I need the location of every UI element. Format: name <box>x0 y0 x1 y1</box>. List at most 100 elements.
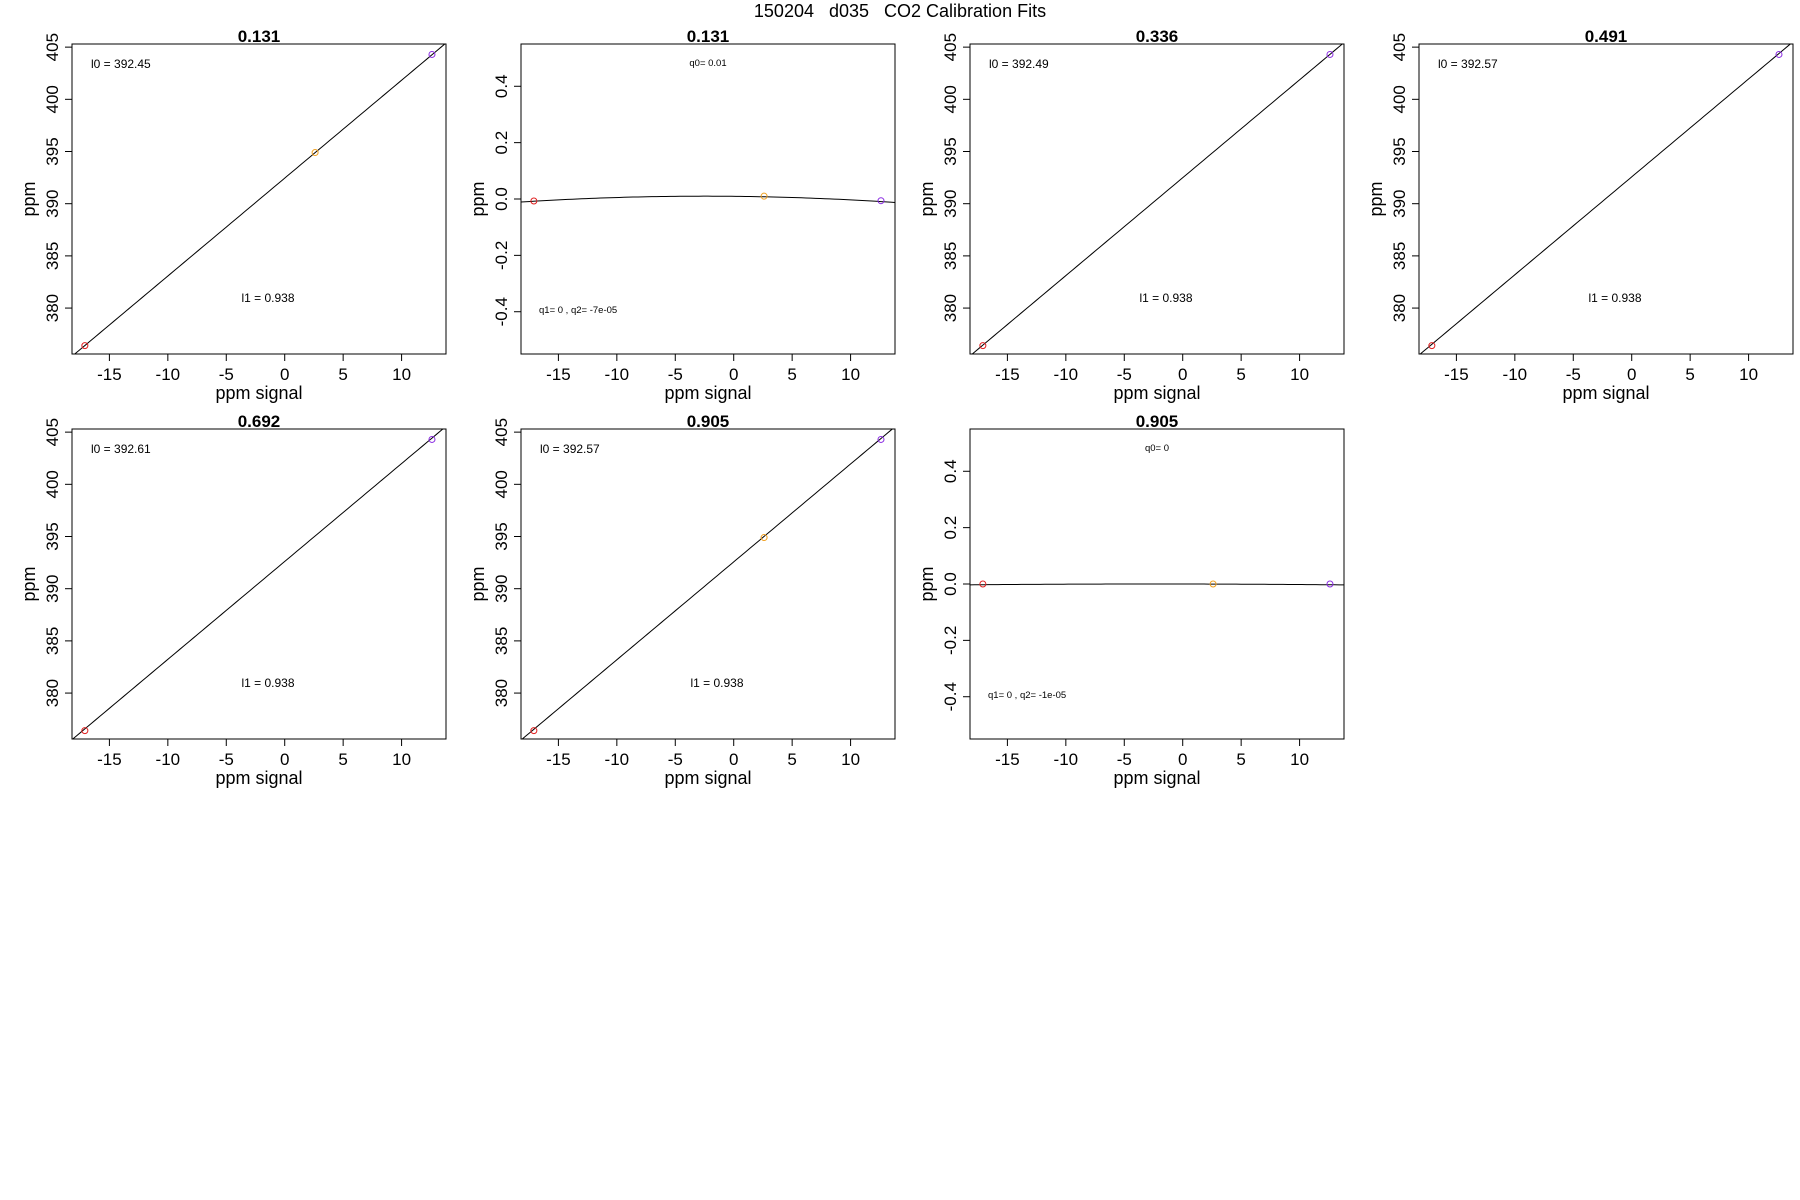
x-tick-label: -10 <box>1054 750 1079 769</box>
y-axis-title: ppm <box>19 181 39 216</box>
x-tick-label: 0 <box>1178 365 1187 384</box>
fit-line <box>521 429 894 739</box>
y-tick-label: 385 <box>1390 242 1409 270</box>
x-tick-label: -5 <box>219 365 234 384</box>
data-point <box>877 435 885 443</box>
data-point <box>1326 50 1334 58</box>
intercept-annotation: l0 = 392.45 <box>91 57 151 71</box>
y-tick-label: 400 <box>492 470 511 498</box>
y-axis-title: ppm <box>917 181 937 216</box>
y-tick-label: 0.4 <box>492 74 511 98</box>
y-tick-label: 380 <box>43 294 62 322</box>
y-tick-label: 400 <box>43 85 62 113</box>
y-tick-label: 0.0 <box>941 572 960 596</box>
y-tick-label: -0.4 <box>941 682 960 711</box>
data-point <box>81 342 89 350</box>
x-tick-label: 10 <box>841 750 860 769</box>
y-tick-label: 390 <box>492 575 511 603</box>
slope-annotation: l1 = 0.938 <box>241 291 294 305</box>
x-tick-label: -15 <box>995 365 1020 384</box>
y-tick-label: 385 <box>492 627 511 655</box>
y-tick-label: 390 <box>43 575 62 603</box>
x-tick-label: -15 <box>1444 365 1469 384</box>
y-tick-label: 400 <box>941 85 960 113</box>
y-tick-label: 380 <box>492 679 511 707</box>
fit-line <box>970 583 1344 586</box>
x-tick-label: -10 <box>1503 365 1528 384</box>
x-axis-title: ppm signal <box>215 383 302 403</box>
y-tick-label: 405 <box>1390 33 1409 61</box>
x-tick-label: 5 <box>1685 365 1694 384</box>
x-axis-title: ppm signal <box>1562 383 1649 403</box>
x-tick-label: -5 <box>668 750 683 769</box>
data-point <box>530 197 538 205</box>
y-axis-title: ppm <box>19 566 39 601</box>
plot-box <box>1418 43 1794 355</box>
q1-q2-annotation: q1= 0 , q2= -1e-05 <box>988 690 1066 701</box>
x-tick-label: -5 <box>219 750 234 769</box>
fit-line <box>73 44 446 354</box>
fit-line <box>521 195 895 203</box>
chart-panel: 0.692 -15 -10 -5 0 5 10 380 385 390 395 400 405 ppm s… <box>19 412 447 788</box>
chart-panel: 0.491 -15 -10 -5 0 5 10 380 385 390 395 400 405 ppm s… <box>1366 27 1794 403</box>
chart-panel: 0.131 -15 -10 -5 0 5 10 380 385 390 395 400 405 ppm s… <box>19 27 447 403</box>
x-axis-title: ppm signal <box>664 383 751 403</box>
y-tick-label: -0.2 <box>941 626 960 655</box>
panel-title: 0.131 <box>687 27 730 46</box>
x-tick-label: 10 <box>392 365 411 384</box>
y-axis-title: ppm <box>917 566 937 601</box>
y-tick-label: 385 <box>43 627 62 655</box>
panel-title: 0.905 <box>1136 412 1179 431</box>
y-tick-label: 405 <box>43 418 62 446</box>
y-tick-label: 385 <box>43 242 62 270</box>
y-tick-label: 395 <box>43 137 62 165</box>
data-point <box>1209 580 1217 588</box>
x-axis-title: ppm signal <box>664 768 751 788</box>
x-tick-label: 0 <box>729 750 738 769</box>
plot-box <box>969 43 1345 355</box>
chart-panel: 0.131 -15 -10 -5 0 5 10 -0.4 -0.2 0.0 0.2 0.4 ppm si… <box>468 27 896 403</box>
slope-annotation: l1 = 0.938 <box>690 676 743 690</box>
data-point <box>428 50 436 58</box>
panel-title: 0.905 <box>687 412 730 431</box>
x-tick-label: -5 <box>668 365 683 384</box>
y-tick-label: 400 <box>1390 85 1409 113</box>
y-tick-label: 0.0 <box>492 187 511 211</box>
x-axis-title: ppm signal <box>1113 768 1200 788</box>
x-tick-label: -10 <box>156 365 181 384</box>
y-tick-label: 400 <box>43 470 62 498</box>
y-tick-label: 395 <box>492 522 511 550</box>
x-tick-label: 0 <box>280 750 289 769</box>
y-axis-title: ppm <box>1366 181 1386 216</box>
panel-title: 0.491 <box>1585 27 1628 46</box>
y-tick-label: -0.4 <box>492 297 511 326</box>
x-tick-label: -5 <box>1117 750 1132 769</box>
x-tick-label: 10 <box>1290 750 1309 769</box>
panel-title: 0.336 <box>1136 27 1179 46</box>
y-tick-label: 405 <box>43 33 62 61</box>
x-tick-label: -5 <box>1117 365 1132 384</box>
data-point <box>311 149 319 157</box>
y-tick-label: 395 <box>43 522 62 550</box>
y-tick-label: 395 <box>1390 137 1409 165</box>
data-point <box>760 534 768 542</box>
x-axis-title: ppm signal <box>1113 383 1200 403</box>
y-tick-label: 0.4 <box>941 459 960 483</box>
x-tick-label: -15 <box>97 750 122 769</box>
chart-panel: 0.905 -15 -10 -5 0 5 10 -0.4 -0.2 0.0 0.2 0.4 ppm si… <box>917 412 1345 788</box>
x-tick-label: 0 <box>1178 750 1187 769</box>
intercept-annotation: l0 = 392.61 <box>91 442 151 456</box>
q1-q2-annotation: q1= 0 , q2= -7e-05 <box>539 305 617 316</box>
y-tick-label: 405 <box>492 418 511 446</box>
x-tick-label: -10 <box>605 365 630 384</box>
y-tick-label: 390 <box>43 190 62 218</box>
y-tick-label: 385 <box>941 242 960 270</box>
fit-line <box>72 429 444 739</box>
data-point <box>1428 342 1436 350</box>
panel-title: 0.692 <box>238 412 281 431</box>
data-point <box>979 580 987 588</box>
y-tick-label: 380 <box>1390 294 1409 322</box>
plot-box <box>71 43 447 355</box>
x-tick-label: 5 <box>338 750 347 769</box>
